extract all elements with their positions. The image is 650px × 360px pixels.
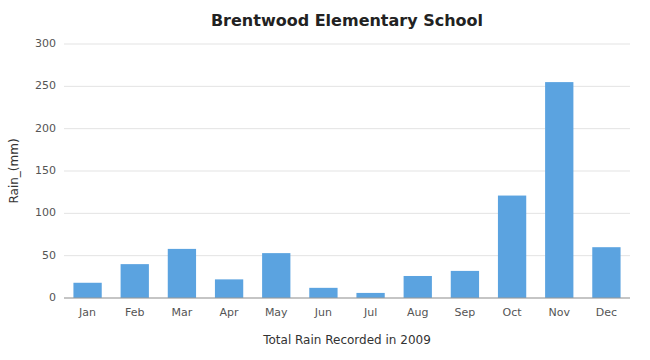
grid [64, 44, 630, 298]
chart-svg: 0 50 100 150 200 250 300 Jan Feb Mar Apr May Jun Jul A… [0, 0, 650, 360]
bar [545, 82, 573, 298]
bar [262, 253, 290, 298]
grid-line [64, 298, 630, 299]
bar [451, 271, 479, 298]
x-axis-label: Total Rain Recorded in 2009 [262, 333, 431, 347]
bar [168, 249, 196, 298]
bar [498, 196, 526, 298]
y-tick-label: 250 [35, 79, 56, 92]
bar [73, 283, 101, 298]
x-tick-label: Apr [220, 306, 240, 319]
y-tick-label: 0 [49, 291, 56, 304]
y-tick-label: 50 [42, 249, 56, 262]
y-tick-label: 150 [35, 164, 56, 177]
bar [356, 293, 384, 298]
title: Brentwood Elementary School [211, 11, 483, 30]
bar [215, 279, 243, 298]
bar [121, 264, 149, 298]
x-axis-line [64, 298, 630, 299]
x-tick-label: May [265, 306, 288, 319]
x-tick-label: Sep [455, 306, 476, 319]
x-tick-label: Dec [596, 306, 617, 319]
bars [73, 82, 620, 298]
x-tick-label: Aug [407, 306, 428, 319]
chart-container: 0 50 100 150 200 250 300 Jan Feb Mar Apr May Jun Jul A… [0, 0, 650, 360]
x-axis: Jan Feb Mar Apr May Jun Jul Aug Sep Oct Nov Dec [78, 306, 617, 319]
y-tick-label: 200 [35, 122, 56, 135]
y-tick-label: 100 [35, 206, 56, 219]
bar [592, 247, 620, 298]
x-tick-label: Jun [314, 306, 332, 319]
y-axis-label: Rain_(mm) [7, 138, 21, 203]
bar [404, 276, 432, 298]
x-tick-label: Mar [172, 306, 193, 319]
grid-line [64, 44, 630, 45]
x-tick-label: Jan [78, 306, 96, 319]
x-tick-label: Jul [363, 306, 377, 319]
y-tick-label: 300 [35, 37, 56, 50]
y-axis: 0 50 100 150 200 250 300 [35, 37, 56, 304]
bar [309, 288, 337, 298]
x-tick-label: Feb [125, 306, 144, 319]
x-tick-label: Nov [549, 306, 571, 319]
x-tick-label: Oct [503, 306, 523, 319]
